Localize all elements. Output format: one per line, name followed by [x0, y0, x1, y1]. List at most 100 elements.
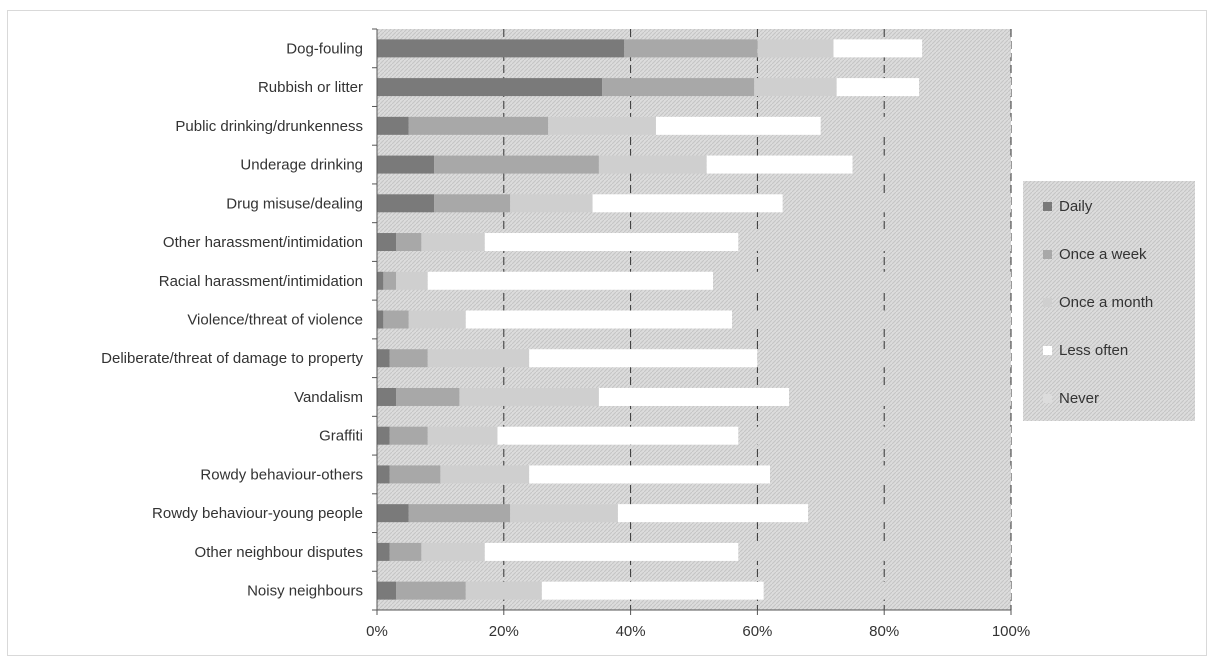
category-label: Dog-fouling: [286, 40, 363, 57]
bar-segment: [541, 581, 764, 600]
category-label: Public drinking/drunkenness: [175, 118, 363, 135]
bar-segment: [377, 542, 390, 561]
bar-segment: [789, 387, 1011, 406]
bar-segment: [770, 465, 1011, 484]
bar-segment: [713, 271, 1011, 290]
bar-segment: [408, 504, 511, 523]
legend-swatch: [1043, 202, 1052, 211]
bar-segment: [706, 155, 853, 174]
bar-segment: [389, 465, 441, 484]
bar-segment: [757, 349, 1011, 368]
bar-segment: [377, 116, 409, 135]
bar-segment: [529, 349, 758, 368]
bar-segment: [602, 78, 755, 97]
legend-swatch: [1043, 298, 1052, 307]
bar-segment: [383, 271, 397, 290]
bar-segment: [377, 465, 390, 484]
legend-swatch: [1043, 346, 1052, 355]
category-label: Vandalism: [294, 389, 363, 406]
bar-segment: [440, 465, 530, 484]
bar-segment: [421, 233, 485, 252]
legend-label: Daily: [1059, 198, 1093, 215]
legend-label: Once a week: [1059, 246, 1147, 263]
bar-segment: [377, 271, 384, 290]
bar-segment: [408, 116, 549, 135]
bar-segment: [377, 39, 625, 58]
bar-segment: [421, 542, 485, 561]
bar-segment: [919, 78, 1011, 97]
bar-segment: [434, 194, 511, 213]
bar-segment: [484, 542, 739, 561]
bar-segment: [732, 310, 1011, 329]
bar-segment: [738, 426, 1011, 445]
legend-swatch: [1043, 394, 1052, 403]
category-label: Underage drinking: [240, 157, 363, 174]
x-tick-label: 100%: [992, 623, 1030, 640]
category-label: Graffiti: [319, 428, 363, 445]
bar-segment: [377, 387, 397, 406]
bar-segment: [389, 426, 428, 445]
bar-segment: [738, 542, 1011, 561]
bar-segment: [377, 194, 435, 213]
category-label: Other harassment/intimidation: [163, 234, 363, 251]
bar-segment: [427, 271, 714, 290]
bars: [377, 39, 1011, 600]
x-tick-label: 60%: [742, 623, 772, 640]
bar-segment: [377, 310, 384, 329]
bar-segment: [497, 426, 739, 445]
bar-segment: [820, 116, 1011, 135]
x-tick-label: 20%: [489, 623, 519, 640]
bar-segment: [529, 465, 771, 484]
category-label: Rowdy behaviour-others: [200, 466, 363, 483]
bar-segment: [408, 310, 466, 329]
bar-segment: [396, 271, 428, 290]
bar-segment: [465, 581, 542, 600]
bar-segment: [592, 194, 783, 213]
bar-segment: [617, 504, 809, 523]
bar-segment: [377, 581, 397, 600]
bar-segment: [808, 504, 1011, 523]
bar-segment: [922, 39, 1011, 58]
bar-segment: [465, 310, 733, 329]
bar-segment: [377, 426, 390, 445]
bar-segment: [836, 78, 920, 97]
category-label: Deliberate/threat of damage to property: [101, 350, 363, 367]
category-label: Other neighbour disputes: [195, 544, 363, 561]
bar-segment: [598, 155, 707, 174]
legend-label: Less often: [1059, 342, 1128, 359]
bar-segment: [738, 233, 1011, 252]
bar-segment: [624, 39, 758, 58]
legend: Daily Once a week Once a month Less often Ne…: [1023, 181, 1195, 421]
legend-label: Once a month: [1059, 294, 1153, 311]
bar-segment: [484, 233, 739, 252]
x-tick-label: 0%: [366, 623, 388, 640]
bar-segment: [598, 387, 790, 406]
bar-segment: [396, 387, 460, 406]
category-label: Rowdy behaviour-young people: [152, 505, 363, 522]
bar-segment: [377, 78, 603, 97]
bar-segment: [459, 387, 599, 406]
bar-segment: [655, 116, 821, 135]
category-label: Noisy neighbours: [247, 583, 363, 600]
bar-segment: [763, 581, 1011, 600]
bar-segment: [852, 155, 1011, 174]
category-label: Rubbish or litter: [258, 79, 363, 96]
bar-segment: [396, 581, 466, 600]
bar-segment: [548, 116, 656, 135]
bar-segment: [510, 504, 618, 523]
x-tick-label: 40%: [616, 623, 646, 640]
bar-segment: [377, 233, 397, 252]
category-label: Racial harassment/intimidation: [159, 273, 363, 290]
bar-segment: [427, 426, 498, 445]
bar-segment: [377, 349, 390, 368]
bar-segment: [757, 39, 834, 58]
bar-segment: [782, 194, 1011, 213]
bar-segment: [434, 155, 599, 174]
bar-segment: [383, 310, 409, 329]
category-label: Drug misuse/dealing: [226, 195, 363, 212]
bar-segment: [427, 349, 530, 368]
bar-segment: [833, 39, 923, 58]
legend-label: Never: [1059, 390, 1099, 407]
bar-segment: [389, 349, 428, 368]
